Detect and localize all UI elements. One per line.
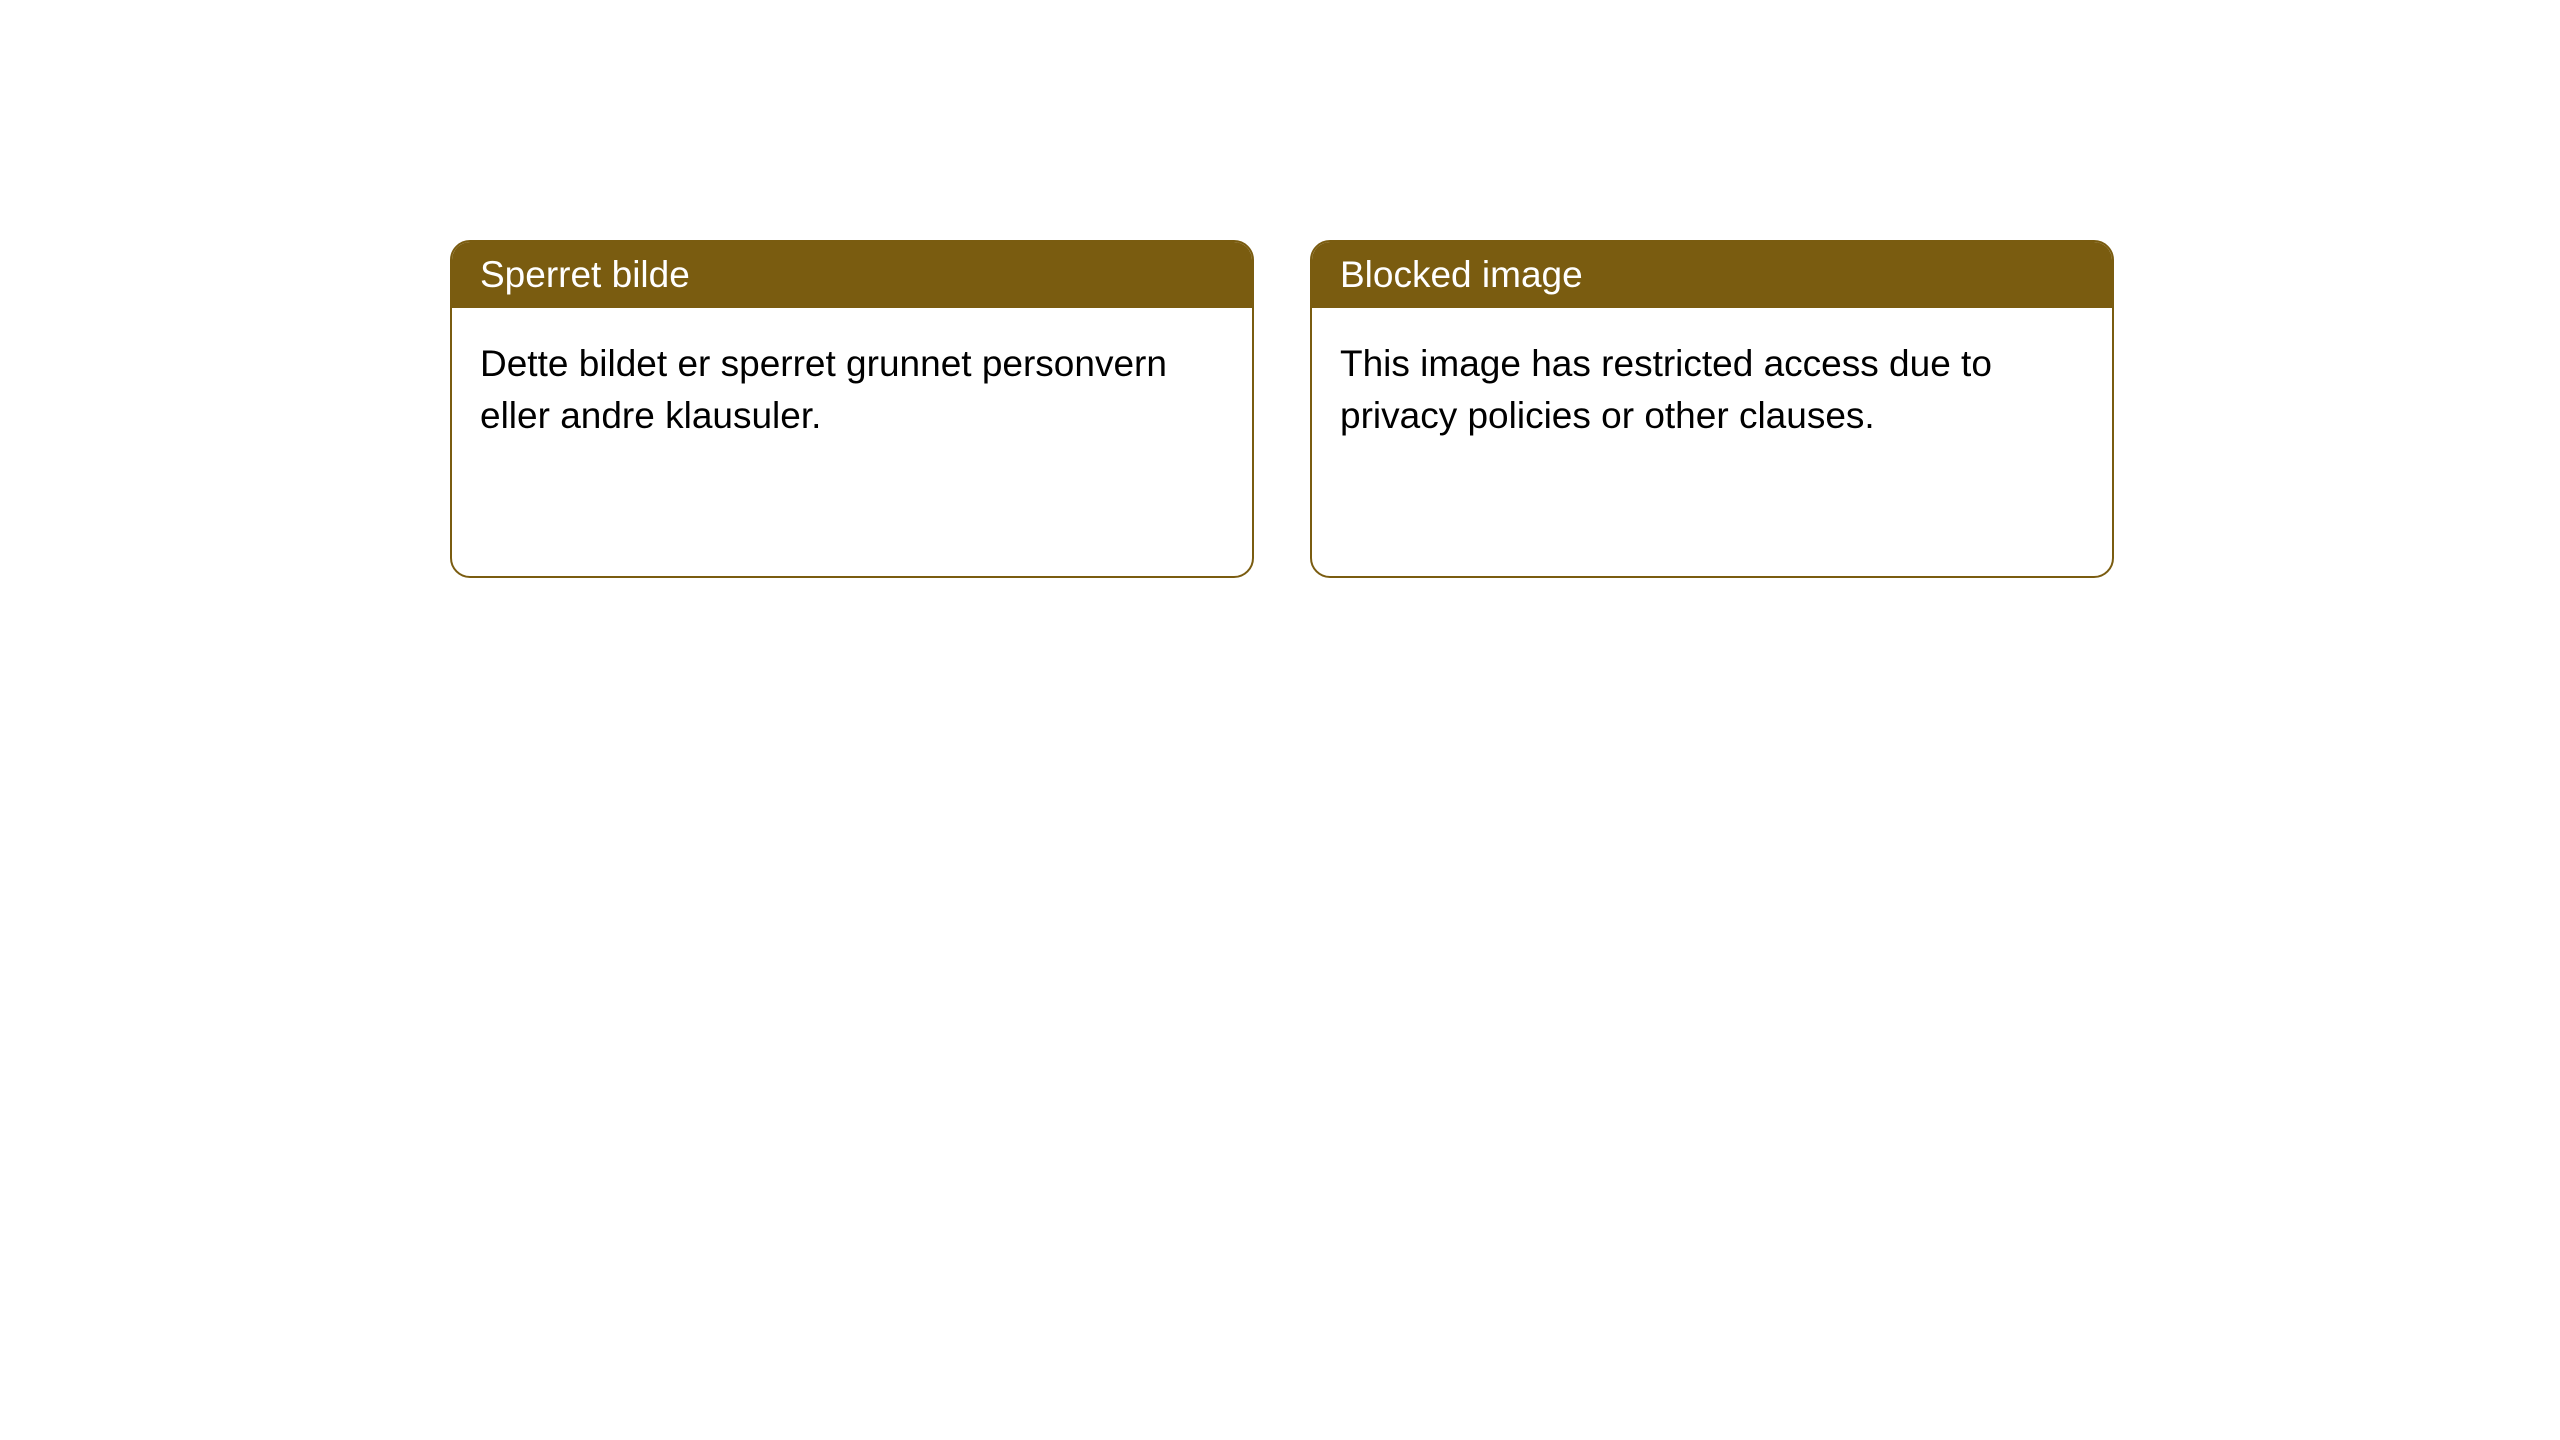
card-title: Sperret bilde	[480, 254, 690, 295]
card-header: Blocked image	[1312, 242, 2112, 308]
notice-card-english: Blocked image This image has restricted …	[1310, 240, 2114, 578]
card-body-text: This image has restricted access due to …	[1340, 343, 1992, 436]
card-header: Sperret bilde	[452, 242, 1252, 308]
notice-card-norwegian: Sperret bilde Dette bildet er sperret gr…	[450, 240, 1254, 578]
card-title: Blocked image	[1340, 254, 1583, 295]
card-body: Dette bildet er sperret grunnet personve…	[452, 308, 1252, 472]
card-body: This image has restricted access due to …	[1312, 308, 2112, 472]
card-body-text: Dette bildet er sperret grunnet personve…	[480, 343, 1167, 436]
notice-cards-container: Sperret bilde Dette bildet er sperret gr…	[0, 0, 2560, 578]
